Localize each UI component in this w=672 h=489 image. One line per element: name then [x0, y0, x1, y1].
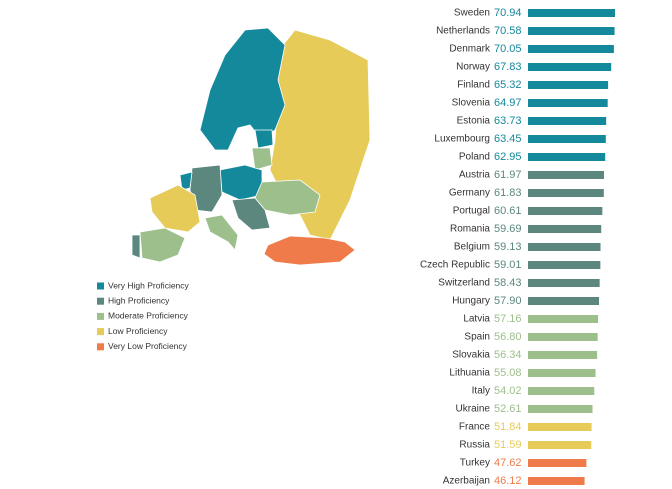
value-label: 61.83 [494, 187, 522, 199]
category-label: Estonia [457, 116, 491, 127]
bar [528, 405, 593, 413]
category-label: Luxembourg [434, 134, 490, 145]
bar [528, 369, 596, 377]
value-label: 62.95 [494, 151, 522, 163]
legend-label: Very High Proficiency [108, 280, 190, 290]
category-label: Finland [457, 80, 490, 91]
category-label: Hungary [452, 296, 490, 307]
map [131, 27, 371, 266]
bar [528, 225, 602, 233]
legend-swatch [97, 328, 104, 336]
value-label: 59.69 [494, 223, 522, 235]
value-label: 60.61 [494, 205, 522, 217]
legend-label: High Proficiency [108, 295, 170, 305]
value-label: 47.62 [494, 457, 522, 469]
bar [528, 387, 595, 395]
bar [528, 27, 615, 35]
value-label: 51.84 [494, 421, 522, 433]
value-label: 65.32 [494, 79, 522, 91]
category-label: France [459, 422, 491, 433]
bar [528, 189, 604, 197]
value-label: 59.01 [494, 259, 522, 271]
bar [528, 477, 585, 485]
bar [528, 117, 607, 125]
legend-label: Moderate Proficiency [108, 311, 189, 321]
category-label: Germany [449, 188, 490, 199]
value-label: 46.12 [494, 475, 522, 487]
category-label: Czech Republic [420, 260, 490, 271]
bar [528, 171, 604, 179]
value-label: 51.59 [494, 439, 522, 451]
legend-swatch [97, 312, 104, 320]
bar [528, 153, 606, 161]
legend-swatch [97, 297, 104, 305]
category-label: Austria [459, 170, 491, 181]
bar [528, 333, 598, 341]
bar [528, 423, 592, 431]
legend-label: Very Low Proficiency [108, 341, 188, 351]
bar [528, 351, 598, 359]
bar [528, 441, 592, 449]
category-label: Spain [464, 332, 490, 343]
bar [528, 9, 615, 17]
value-label: 56.80 [494, 331, 522, 343]
bar [528, 243, 601, 251]
value-label: 57.90 [494, 295, 522, 307]
bar [528, 315, 599, 323]
category-label: Slovakia [452, 350, 490, 361]
value-label: 59.13 [494, 241, 522, 253]
value-label: 52.61 [494, 403, 522, 415]
bar [528, 45, 614, 53]
value-label: 61.97 [494, 169, 522, 181]
value-label: 70.05 [494, 43, 522, 55]
category-label: Romania [450, 224, 490, 235]
bar [528, 261, 601, 269]
value-label: 67.83 [494, 61, 522, 73]
value-label: 63.73 [494, 115, 522, 127]
category-label: Denmark [449, 44, 491, 55]
category-label: Poland [459, 152, 490, 163]
category-label: Portugal [453, 206, 490, 217]
value-label: 55.08 [494, 367, 522, 379]
category-label: Ukraine [456, 404, 491, 415]
value-label: 58.43 [494, 277, 522, 289]
value-label: 64.97 [494, 97, 522, 109]
category-label: Belgium [454, 242, 490, 253]
category-label: Sweden [454, 8, 490, 19]
value-label: 63.45 [494, 133, 522, 145]
category-label: Turkey [460, 458, 490, 469]
bar [528, 459, 587, 467]
category-label: Azerbaijan [443, 476, 490, 487]
value-label: 70.94 [494, 7, 522, 19]
category-label: Latvia [463, 314, 490, 325]
bar [528, 81, 609, 89]
bar [528, 279, 600, 287]
value-label: 57.16 [494, 313, 522, 325]
legend-swatch [97, 343, 104, 351]
category-label: Norway [456, 62, 490, 73]
category-label: Slovenia [452, 98, 491, 109]
bar [528, 207, 603, 215]
bar [528, 63, 612, 71]
bar [528, 297, 600, 305]
bar [528, 99, 608, 107]
category-label: Switzerland [438, 278, 490, 289]
legend-label: Low Proficiency [108, 326, 168, 336]
category-label: Lithuania [449, 368, 490, 379]
value-label: 70.58 [494, 25, 522, 37]
bar [528, 135, 606, 143]
category-label: Russia [459, 440, 490, 451]
legend-swatch [97, 282, 104, 290]
category-label: Netherlands [436, 26, 490, 37]
value-label: 56.34 [494, 349, 522, 361]
category-label: Italy [472, 386, 490, 397]
value-label: 54.02 [494, 385, 522, 397]
